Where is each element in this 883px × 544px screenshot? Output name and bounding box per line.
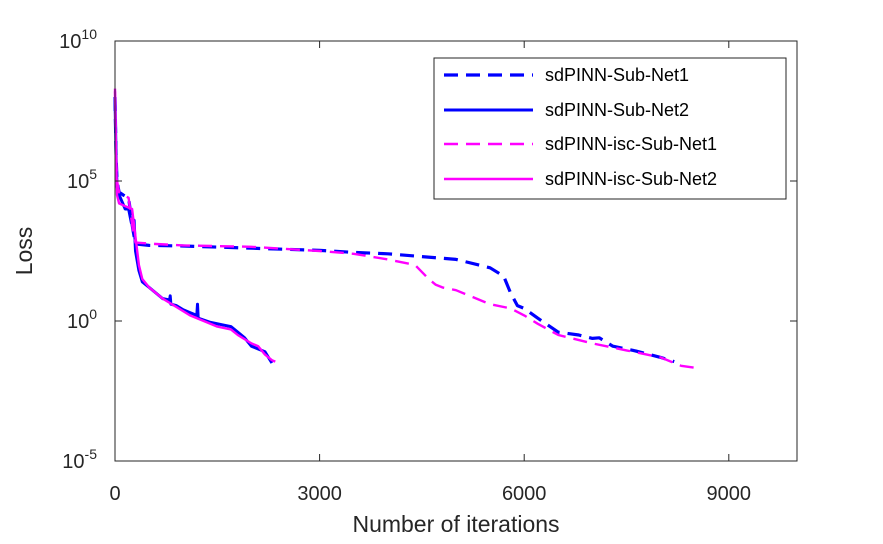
- legend: sdPINN-Sub-Net1 sdPINN-Sub-Net2 sdPINN-isc…: [433, 57, 787, 200]
- y-axis-title: Loss: [11, 227, 37, 276]
- y-tick-label: 105: [67, 166, 97, 193]
- legend-box: [433, 57, 787, 200]
- x-tick-label: 0: [109, 483, 120, 505]
- x-axis-title: Number of iterations: [352, 511, 559, 537]
- legend-label-2: sdPINN-Sub-Net2: [545, 100, 689, 120]
- y-tick-label: 1010: [59, 26, 97, 53]
- x-tick-label: 6000: [502, 483, 547, 505]
- y-tick-label: 100: [67, 306, 97, 333]
- series-line-1: [113, 96, 675, 364]
- y-tick-label: 10-5: [62, 446, 97, 473]
- legend-label-4: sdPINN-isc-Sub-Net2: [545, 169, 717, 189]
- x-axis: 0 3000 6000 9000: [109, 41, 751, 505]
- legend-label-3: sdPINN-isc-Sub-Net1: [545, 134, 717, 154]
- series-line-4: [113, 88, 276, 363]
- x-tick-label: 9000: [707, 483, 752, 505]
- legend-label-1: sdPINN-Sub-Net1: [545, 65, 689, 85]
- series-layer: [113, 88, 702, 370]
- plot-frame: [114, 40, 798, 462]
- y-axis: 1010 105 100 10-5: [59, 26, 797, 473]
- series-line-2: [113, 96, 274, 364]
- x-tick-label: 3000: [297, 483, 342, 505]
- series-line-3: [113, 91, 702, 370]
